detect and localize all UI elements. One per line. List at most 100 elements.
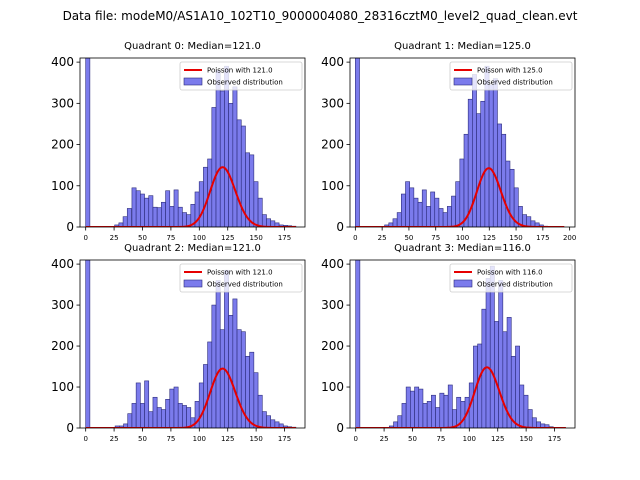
histogram-bar	[215, 70, 221, 227]
legend-label-observed: Observed distribution	[207, 79, 283, 87]
histogram-bar	[477, 343, 483, 428]
histogram-bar	[266, 218, 271, 227]
histogram-bar	[460, 401, 466, 428]
xtick-label: 100	[193, 234, 206, 242]
xtick-label: 25	[110, 435, 119, 443]
quadrant-panel-1: Quadrant 1: Median=125.0 0 100 200 300 400 0 25…	[321, 41, 576, 242]
axes-frame	[79, 259, 306, 429]
histogram-bar	[515, 345, 520, 428]
panel-title: Quadrant 0: Median=121.0	[124, 41, 261, 52]
quadrant-panel-2: Quadrant 2: Median=121.0 0 100 200 300 400 0 25…	[51, 243, 306, 443]
legend-label-poisson: Poisson with 121.0	[207, 269, 273, 277]
histogram-bar	[488, 84, 494, 227]
histogram-bar	[211, 107, 217, 227]
ytick-label: 200	[321, 339, 344, 353]
histogram-bar	[261, 411, 267, 428]
histogram-bar	[177, 403, 183, 428]
ytick-label: 0	[66, 421, 74, 435]
ytick-label: 400	[321, 257, 344, 271]
legend-label-observed: Observed distribution	[477, 79, 553, 87]
histogram-bar	[161, 409, 166, 428]
ytick-label: 0	[336, 421, 344, 435]
histogram-bar	[198, 382, 204, 428]
ytick-label: 400	[51, 257, 74, 271]
xtick-label: 150	[249, 234, 262, 242]
histogram-bar	[485, 278, 491, 428]
histogram-bar	[501, 133, 507, 227]
histogram-bar	[198, 181, 204, 227]
histogram-bar	[173, 189, 179, 227]
histogram-bar	[173, 386, 179, 428]
histogram-bar	[156, 407, 162, 428]
ytick-label: 400	[321, 55, 344, 69]
histogram-bar	[219, 90, 225, 227]
histogram-bar	[510, 355, 516, 428]
legend-label-poisson: Poisson with 125.0	[477, 67, 543, 75]
histogram-bar	[435, 407, 441, 428]
histogram-bar	[203, 364, 208, 428]
histogram-bar	[455, 181, 461, 227]
histogram-bar	[140, 403, 145, 428]
histogram-bar	[430, 191, 436, 227]
histogram-bar	[544, 424, 550, 428]
histogram-bar	[85, 58, 91, 227]
histogram-bar	[405, 181, 410, 227]
legend-bar-swatch	[453, 279, 473, 288]
legend: Poisson with 121.0 Observed distribution	[179, 263, 303, 293]
histogram-bar	[409, 187, 415, 227]
histogram-bar	[257, 394, 263, 428]
ytick-label: 200	[51, 138, 74, 152]
histogram-bar	[126, 208, 132, 227]
histogram-bar	[426, 206, 431, 227]
histogram-bar	[459, 158, 465, 227]
xtick-label: 100	[456, 234, 469, 242]
xtick-label: 175	[278, 234, 291, 242]
histogram-bar	[148, 195, 154, 227]
histogram-bar	[215, 280, 221, 428]
histogram-bar	[421, 189, 427, 227]
legend-bar-swatch	[453, 77, 473, 86]
axes-frame	[349, 259, 576, 429]
xtick-label: 150	[249, 435, 262, 443]
histogram-bar	[144, 380, 150, 428]
legend-box	[449, 61, 573, 91]
histogram-bar	[219, 329, 225, 428]
histogram-bar	[211, 304, 217, 428]
legend-box	[179, 263, 303, 293]
histogram-bar	[418, 388, 424, 428]
histogram-bar	[140, 193, 145, 227]
xtick-label: 75	[166, 234, 175, 242]
histogram-bar	[502, 331, 508, 428]
histogram-bar	[203, 166, 208, 227]
quadrant-panel-3: Quadrant 3: Median=116.0 0 100 200 300 400 0 25…	[321, 243, 576, 443]
histogram-bar	[135, 190, 141, 227]
xtick-label: 100	[193, 435, 206, 443]
xtick-label: 150	[509, 234, 522, 242]
histogram-bar	[270, 419, 276, 428]
histogram-bar	[392, 218, 398, 227]
histogram-bar	[497, 123, 502, 227]
legend-box	[179, 61, 303, 91]
histogram-bar	[182, 212, 187, 227]
histogram-bar	[434, 197, 440, 227]
histogram-bar	[249, 351, 255, 428]
histogram-bar	[355, 58, 360, 227]
xtick-label: 75	[436, 435, 445, 443]
xtick-label: 50	[404, 234, 413, 242]
xtick-label: 175	[536, 234, 549, 242]
histogram-bar	[224, 269, 229, 428]
ytick-label: 200	[51, 339, 74, 353]
xtick-label: 125	[483, 234, 496, 242]
quadrant-panel-0: Quadrant 0: Median=121.0 0 100 200 300 400 0 25…	[51, 41, 306, 242]
legend-bar-swatch	[183, 279, 203, 288]
poisson-curve	[85, 166, 296, 227]
ytick-label: 100	[51, 179, 74, 193]
plot-area	[85, 260, 297, 428]
xtick-label: 125	[221, 435, 234, 443]
xtick-label: 25	[110, 234, 119, 242]
histogram-bar	[431, 394, 436, 428]
ytick-label: 300	[51, 96, 74, 110]
histogram-bar	[207, 341, 213, 428]
legend-box	[449, 263, 573, 293]
xtick-label: 150	[519, 435, 532, 443]
